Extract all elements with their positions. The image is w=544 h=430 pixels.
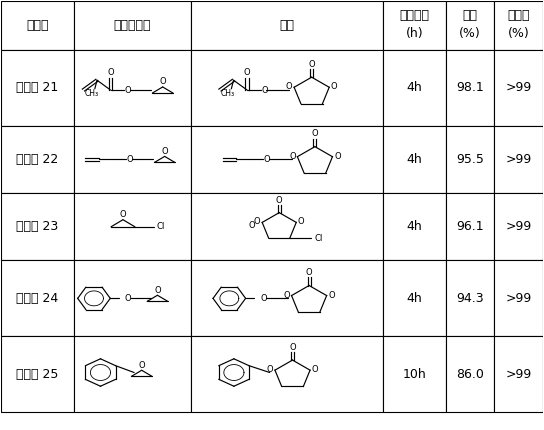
Bar xyxy=(383,1,446,50)
Text: 4h: 4h xyxy=(406,81,422,95)
Text: (h): (h) xyxy=(406,27,423,40)
Text: 96.1: 96.1 xyxy=(456,220,484,233)
Text: >99: >99 xyxy=(506,368,532,381)
Bar xyxy=(190,1,383,50)
Text: 10h: 10h xyxy=(403,368,426,381)
Bar xyxy=(74,336,190,412)
Bar xyxy=(446,261,494,336)
Text: 产率: 产率 xyxy=(462,9,478,22)
Text: 4h: 4h xyxy=(406,220,422,233)
Bar xyxy=(74,126,190,193)
Text: 4h: 4h xyxy=(406,153,422,166)
Bar xyxy=(74,193,190,261)
Bar xyxy=(1,261,74,336)
Text: O: O xyxy=(159,77,166,86)
Bar xyxy=(446,193,494,261)
Bar xyxy=(1,336,74,412)
Bar xyxy=(494,1,543,50)
Text: O: O xyxy=(264,155,270,164)
Text: O: O xyxy=(261,86,268,95)
Text: O: O xyxy=(127,155,133,164)
Text: O: O xyxy=(312,365,318,374)
Text: CH₃: CH₃ xyxy=(84,89,98,98)
Text: 实施例 23: 实施例 23 xyxy=(16,220,58,233)
Bar xyxy=(383,336,446,412)
Text: O: O xyxy=(254,218,261,227)
Bar xyxy=(74,261,190,336)
Text: O: O xyxy=(289,152,296,161)
Text: (%): (%) xyxy=(508,27,530,40)
Text: O: O xyxy=(154,286,161,295)
Text: O: O xyxy=(328,291,335,300)
Text: O: O xyxy=(138,361,145,370)
Text: 实施例 21: 实施例 21 xyxy=(16,81,58,95)
Text: 反应时间: 反应时间 xyxy=(399,9,429,22)
Bar xyxy=(190,261,383,336)
Bar xyxy=(383,193,446,261)
Bar xyxy=(446,336,494,412)
Text: O: O xyxy=(334,152,341,161)
Text: O: O xyxy=(125,86,131,95)
Text: 94.3: 94.3 xyxy=(456,292,484,305)
Text: 产物: 产物 xyxy=(280,19,294,32)
Text: O: O xyxy=(286,82,293,91)
Bar xyxy=(494,50,543,126)
Text: >99: >99 xyxy=(506,153,532,166)
Text: O: O xyxy=(306,268,312,277)
Text: Cl: Cl xyxy=(156,222,165,231)
Text: 实施例 25: 实施例 25 xyxy=(16,368,59,381)
Bar xyxy=(446,50,494,126)
Bar xyxy=(494,193,543,261)
Bar xyxy=(494,261,543,336)
Text: O: O xyxy=(312,129,318,138)
Text: 4h: 4h xyxy=(406,292,422,305)
Text: Cl: Cl xyxy=(314,234,323,243)
Text: >99: >99 xyxy=(506,292,532,305)
Bar xyxy=(190,126,383,193)
Bar xyxy=(383,126,446,193)
Text: >99: >99 xyxy=(506,220,532,233)
Text: O: O xyxy=(289,343,296,352)
Text: O: O xyxy=(267,365,274,374)
Text: O: O xyxy=(248,221,255,230)
Text: CH₃: CH₃ xyxy=(221,89,235,98)
Text: 选择性: 选择性 xyxy=(508,9,530,22)
Text: O: O xyxy=(260,294,267,303)
Text: >99: >99 xyxy=(506,81,532,95)
Text: O: O xyxy=(120,210,126,219)
Bar xyxy=(446,1,494,50)
Bar xyxy=(74,1,190,50)
Text: O: O xyxy=(125,294,132,303)
Text: O: O xyxy=(298,218,305,227)
Text: O: O xyxy=(308,60,315,69)
Text: O: O xyxy=(331,82,337,91)
Bar xyxy=(1,126,74,193)
Bar xyxy=(1,1,74,50)
Bar xyxy=(74,50,190,126)
Text: 实施例 22: 实施例 22 xyxy=(16,153,58,166)
Text: 86.0: 86.0 xyxy=(456,368,484,381)
Bar xyxy=(190,336,383,412)
Text: 实施例 24: 实施例 24 xyxy=(16,292,58,305)
Bar xyxy=(494,336,543,412)
Bar xyxy=(383,261,446,336)
Bar xyxy=(190,193,383,261)
Text: O: O xyxy=(283,291,290,300)
Bar xyxy=(383,50,446,126)
Text: O: O xyxy=(162,147,168,156)
Bar xyxy=(446,126,494,193)
Bar xyxy=(190,50,383,126)
Bar xyxy=(1,193,74,261)
Text: 环氧化合物: 环氧化合物 xyxy=(114,19,151,32)
Bar xyxy=(1,50,74,126)
Text: 98.1: 98.1 xyxy=(456,81,484,95)
Bar xyxy=(494,126,543,193)
Text: 95.5: 95.5 xyxy=(456,153,484,166)
Text: O: O xyxy=(276,196,282,205)
Text: O: O xyxy=(107,68,114,77)
Text: 实施例: 实施例 xyxy=(26,19,48,32)
Text: O: O xyxy=(244,68,250,77)
Text: (%): (%) xyxy=(459,27,481,40)
